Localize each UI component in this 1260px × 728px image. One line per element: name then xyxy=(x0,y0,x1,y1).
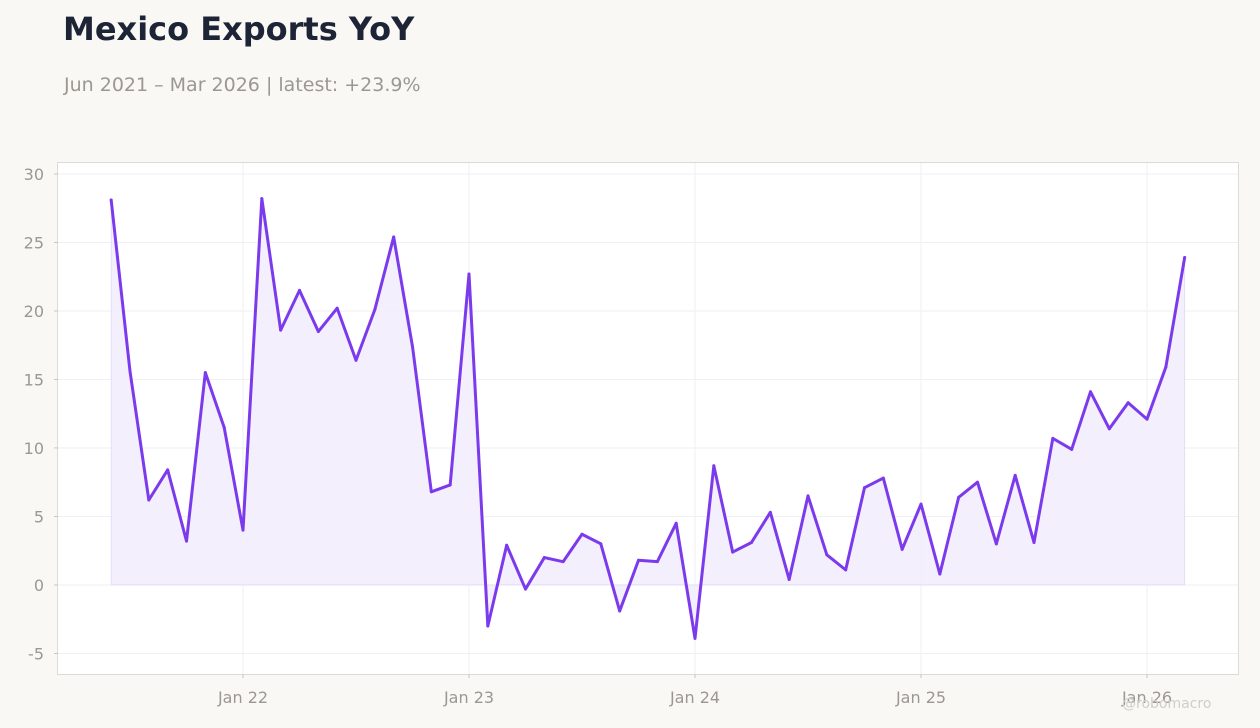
data-point: 2024-04: 3.1 xyxy=(750,540,753,544)
data-point: 2024-07: 6.5 xyxy=(806,494,810,498)
data-point: 2024-01: -3.9 xyxy=(693,636,697,640)
data-point: 2025-08: 10.7 xyxy=(1051,436,1055,440)
data-point: 2022-06: 20.2 xyxy=(335,306,339,310)
data-point: 2024-02: 8.7 xyxy=(712,464,716,468)
data-point: 2025-06: 8 xyxy=(1013,473,1017,477)
data-point: 2021-09: 8.4 xyxy=(166,468,170,472)
data-point: 2021-06: 28.1 xyxy=(109,198,113,202)
data-point: 2022-03: 18.6 xyxy=(279,328,283,332)
data-point: 2022-05: 18.5 xyxy=(316,330,320,334)
y-tick-label: 5 xyxy=(34,507,44,526)
data-point: 2024-05: 5.3 xyxy=(768,510,772,514)
data-point: 2022-09: 25.4 xyxy=(392,235,396,239)
data-point: 2022-08: 20.1 xyxy=(373,308,377,312)
data-points-layer: 2021-06: 28.1 2021-07: 15.6 2021-08: 6.2 20… xyxy=(109,197,1187,640)
y-tick-label: 15 xyxy=(24,370,44,389)
data-point: 2023-12: 4.5 xyxy=(674,521,678,525)
data-point: 2025-12: 13.3 xyxy=(1126,401,1130,405)
y-tick-label: 0 xyxy=(34,576,44,595)
data-point: 2022-01: 4 xyxy=(241,528,245,532)
data-point: 2021-07: 15.6 xyxy=(128,369,132,373)
watermark: @robomacro xyxy=(1122,696,1212,712)
x-axis-ticks: Jan 22 Jan 23 Jan 24 Jan 25 Jan 26 xyxy=(217,674,1172,707)
data-point: 2022-04: 21.5 xyxy=(298,288,301,292)
data-point: 2023-04: -0.3 xyxy=(524,587,527,591)
y-tick-label: 30 xyxy=(24,165,44,184)
data-point: 2024-11: 7.8 xyxy=(881,476,885,480)
data-point: 2025-09: 9.9 xyxy=(1070,447,1074,451)
data-point: 2023-06: 1.7 xyxy=(561,560,565,564)
data-point: 2022-12: 7.3 xyxy=(448,483,452,487)
data-point: 2026-01: 12.1 xyxy=(1145,417,1149,421)
y-tick-label: -5 xyxy=(28,644,44,663)
data-point: 2024-09: 1.1 xyxy=(844,568,848,572)
data-point: 2022-07: 16.4 xyxy=(354,358,358,362)
x-tick-label: Jan 25 xyxy=(895,688,946,707)
data-point: 2024-06: 0.4 xyxy=(787,577,791,581)
data-point: 2025-10: 14.1 xyxy=(1089,390,1092,394)
data-point: 2024-10: 7.1 xyxy=(863,486,866,490)
data-point: 2025-02: 0.8 xyxy=(938,572,942,576)
data-point: 2023-11: 1.7 xyxy=(655,560,659,564)
chart-subtitle: Jun 2021 – Mar 2026 | latest: +23.9% xyxy=(64,74,421,96)
y-axis-ticks: 30 25 20 15 10 5 0 -5 xyxy=(24,165,58,663)
data-point: 2021-08: 6.2 xyxy=(147,498,151,502)
data-point: 2024-08: 2.2 xyxy=(825,553,829,557)
data-point: 2024-12: 2.6 xyxy=(900,547,904,551)
x-tick-label: Jan 24 xyxy=(669,688,720,707)
data-point: 2025-11: 11.4 xyxy=(1107,427,1111,431)
data-point: 2021-11: 15.5 xyxy=(203,371,207,375)
series-line xyxy=(109,197,1187,640)
data-point: 2025-03: 6.4 xyxy=(957,495,961,499)
data-point: 2025-05: 3 xyxy=(994,542,998,546)
series-line-layer xyxy=(109,197,1187,640)
data-point: 2024-03: 2.4 xyxy=(731,550,735,554)
data-point: 2026-02: 15.9 xyxy=(1164,365,1168,369)
data-point: 2023-08: 3 xyxy=(599,542,603,546)
data-point: 2023-02: -3 xyxy=(486,624,490,628)
data-point: 2023-07: 3.7 xyxy=(580,532,584,536)
x-tick-label: Jan 22 xyxy=(217,688,268,707)
x-tick-label: Jan 23 xyxy=(443,688,494,707)
data-point: 2023-10: 1.8 xyxy=(637,558,640,562)
data-point: 2022-11: 6.8 xyxy=(429,490,433,494)
data-point: 2023-01: 22.7 xyxy=(467,272,471,276)
y-tick-label: 20 xyxy=(24,302,44,321)
data-point: 2022-02: 28.2 xyxy=(260,197,264,201)
x-tick-label: Jan 26 xyxy=(1121,688,1172,707)
data-point: 2022-10: 17.4 xyxy=(411,345,414,349)
chart-title: Mexico Exports YoY xyxy=(63,10,415,48)
data-point: 2021-10: 3.2 xyxy=(185,539,188,543)
data-point: 2025-01: 5.9 xyxy=(919,502,923,506)
data-point: 2021-12: 11.5 xyxy=(222,425,226,429)
data-point: 2025-04: 7.5 xyxy=(976,480,979,484)
y-tick-label: 10 xyxy=(24,439,44,458)
data-point: 2023-05: 2 xyxy=(542,556,546,560)
data-point: 2023-09: -1.9 xyxy=(618,609,622,613)
data-point: 2023-03: 2.9 xyxy=(505,543,509,547)
y-tick-label: 25 xyxy=(24,233,44,252)
data-point: 2026-03: 23.9 xyxy=(1183,256,1187,260)
plot-area xyxy=(57,162,1239,675)
data-point: 2025-07: 3.1 xyxy=(1032,540,1036,544)
